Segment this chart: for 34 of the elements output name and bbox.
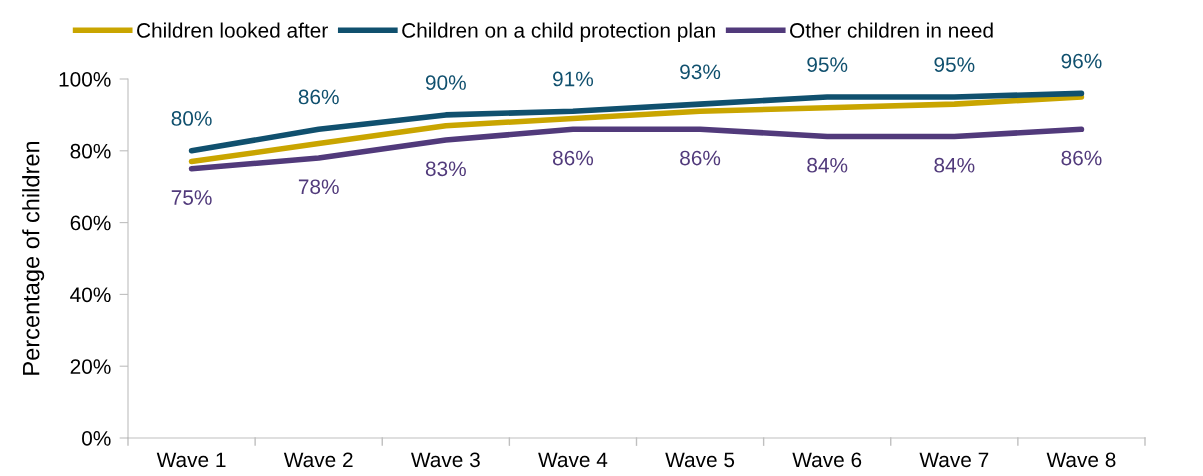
data-label: 86% bbox=[552, 150, 594, 166]
x-tick-label: Wave 6 bbox=[792, 452, 862, 468]
data-label: 75% bbox=[171, 190, 212, 205]
y-axis-title: Percentage of children bbox=[22, 141, 45, 375]
legend-label: Children looked after bbox=[137, 22, 328, 38]
data-label: 86% bbox=[298, 89, 339, 105]
y-tick-label: 100% bbox=[59, 72, 111, 87]
x-tick-label: Wave 4 bbox=[538, 452, 608, 468]
data-label: 84% bbox=[807, 157, 848, 173]
legend-label: Other children in need bbox=[790, 22, 993, 38]
x-tick-label: Wave 3 bbox=[410, 452, 480, 468]
data-label: 91% bbox=[553, 71, 594, 87]
x-tick-label: Wave 2 bbox=[283, 452, 353, 468]
data-label: 95% bbox=[934, 57, 975, 72]
data-label: 86% bbox=[1061, 150, 1102, 166]
y-tick-label: 0% bbox=[82, 431, 111, 446]
data-label: 90% bbox=[425, 75, 466, 90]
data-label: 83% bbox=[425, 161, 466, 177]
y-tick-label: 40% bbox=[70, 287, 111, 303]
x-tick-label: Wave 8 bbox=[1046, 452, 1116, 468]
data-label: 93% bbox=[680, 64, 721, 80]
x-tick-label: Wave 5 bbox=[665, 452, 735, 468]
x-tick-label: Wave 7 bbox=[919, 452, 989, 468]
legend-label: Children on a child protection plan bbox=[402, 22, 715, 42]
x-tick-label: Wave 1 bbox=[156, 452, 226, 468]
y-tick-label: 20% bbox=[70, 359, 111, 374]
y-tick-label: 60% bbox=[70, 215, 111, 231]
data-label: 96% bbox=[1061, 53, 1102, 69]
data-label: 86% bbox=[680, 150, 721, 166]
y-tick-label: 80% bbox=[70, 143, 111, 159]
data-label: 84% bbox=[934, 157, 975, 173]
data-label: 80% bbox=[171, 111, 212, 126]
data-label: 95% bbox=[807, 57, 848, 72]
data-label: 78% bbox=[298, 179, 339, 195]
